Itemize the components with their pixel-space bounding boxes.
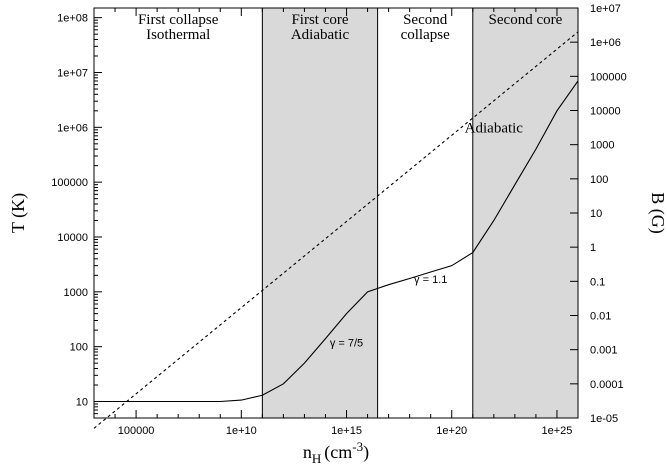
y2-tick-label-9: 10000 [590,106,621,118]
y2-tick-label-0: 1e-05 [590,413,618,425]
x-axis-label-subscript: H [312,451,321,466]
y2-tick-label-10: 100000 [590,71,627,83]
y2-tick-label-5: 1 [590,242,596,254]
x-tick-label-1: 1e+10 [226,425,257,437]
y2-tick-label-3: 0.01 [590,311,611,323]
x-tick-label-0: 100000 [118,425,155,437]
x-axis-label-close: ) [363,442,369,463]
x-tick-label-4: 1e+25 [542,425,573,437]
annotation-layer: γ = 7/5 γ = 1.1 Adiabatic [330,121,523,350]
y2-tick-label-2: 0.001 [590,345,618,357]
region-shade-1 [262,8,378,418]
y-tick-label-4: 100000 [51,177,88,189]
y-tick-label-0: 10 [76,396,88,408]
x-tick-label-2: 1e+15 [331,425,362,437]
y2-tick-label-8: 1000 [590,140,614,152]
y-tick-label-5: 1e+06 [57,122,88,134]
series-dashed-line [93,31,579,429]
y2-tick-label-4: 0.1 [590,276,605,288]
y-tick-label-7: 1e+08 [57,13,88,25]
region-shade-3 [472,8,578,418]
annotation-1: γ = 1.1 [414,274,447,286]
y2-tick-label-7: 100 [590,174,608,186]
region-label-2-0: Second [403,12,448,28]
region-label-1-0: First core [291,12,348,28]
annotation-2: Adiabatic [465,121,524,137]
y-tick-label-1: 100 [70,342,88,354]
region-label-3-0: Second core [489,12,563,28]
region-layer [261,8,578,418]
y2-tick-label-11: 1e+06 [590,37,621,49]
y-axis-label: T (K) [8,193,29,233]
tick-layer: 100000 1e+10 1e+15 1e+20 1e+2510100100010000… [51,3,626,437]
series-layer [93,31,579,429]
region-label-2-1: collapse [401,27,450,43]
y2-axis-label: B (G) [647,192,667,234]
y2-tick-label-12: 1e+07 [590,3,621,15]
y-tick-label-3: 10000 [57,232,88,244]
series-solid-line [94,80,579,403]
x-axis-label-symbol: n [303,442,312,462]
x-tick-label-3: 1e+20 [436,425,467,437]
region-label-1-1: Adiabatic [291,27,350,43]
x-axis-label: nH (cm-3) [303,439,369,466]
x-axis-label-superscript: -3 [352,439,363,454]
region-label-0-0: First collapse [138,12,219,28]
y2-tick-label-1: 0.0001 [590,379,624,391]
y2-tick-label-6: 10 [590,208,602,220]
y-tick-label-6: 1e+07 [57,67,88,79]
annotation-0: γ = 7/5 [330,338,363,350]
y-tick-label-2: 1000 [64,287,88,299]
x-axis-label-unit: (cm [324,442,352,463]
region-label-0-1: Isothermal [146,27,210,43]
